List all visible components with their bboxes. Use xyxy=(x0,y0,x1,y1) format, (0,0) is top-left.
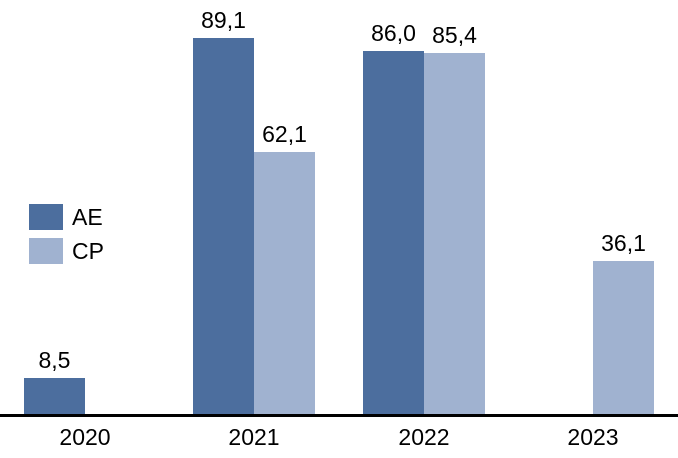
bar-value-label-ae-2022: 86,0 xyxy=(371,20,416,46)
bar-value-label-ae-2020: 8,5 xyxy=(38,347,71,373)
bar-cp-2022 xyxy=(424,53,485,414)
x-axis-label-2023: 2023 xyxy=(567,424,619,450)
x-axis-label-2022: 2022 xyxy=(398,424,450,450)
bar-value-label-ae-2021: 89,1 xyxy=(201,7,246,33)
bar-value-label-cp-2023: 36,1 xyxy=(601,230,646,256)
legend-label-ae: AE xyxy=(72,204,103,230)
legend-item-ae: AE xyxy=(29,204,104,230)
legend-swatch-cp-icon xyxy=(29,238,63,264)
bar-ae-2020 xyxy=(24,378,85,414)
bar-ae-2021 xyxy=(193,38,254,414)
bar-cp-2021 xyxy=(254,152,315,414)
x-axis-label-2020: 2020 xyxy=(59,424,111,450)
bar-cp-2023 xyxy=(593,261,654,414)
legend-item-cp: CP xyxy=(29,238,104,264)
bar-ae-2022 xyxy=(363,51,424,414)
legend-label-cp: CP xyxy=(72,238,104,264)
x-axis-label-2021: 2021 xyxy=(228,424,280,450)
plot-area: AE CP 8,5 89,1 62,1 86,0 85,4 36,1 xyxy=(0,7,678,417)
x-axis: 2020 2021 2022 2023 xyxy=(0,424,678,458)
bar-value-label-cp-2022: 85,4 xyxy=(432,22,477,48)
legend: AE CP xyxy=(29,204,104,264)
bar-value-label-cp-2021: 62,1 xyxy=(262,121,307,147)
legend-swatch-ae-icon xyxy=(29,204,63,230)
